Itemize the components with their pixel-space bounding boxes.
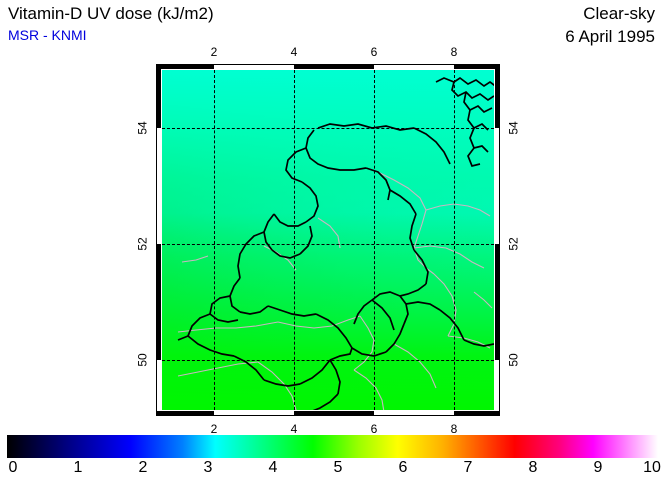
axis-tick-right-54: 54 xyxy=(506,121,521,135)
axis-tick-bottom-4: 4 xyxy=(290,422,298,436)
gridline-lat-50 xyxy=(162,360,494,361)
axis-tick-left-50: 50 xyxy=(135,353,150,367)
page-subtitle: MSR - KNMI xyxy=(8,27,87,43)
colorbar-tick-5: 5 xyxy=(333,459,343,476)
gridline-lat-54 xyxy=(162,128,494,129)
colorbar-tick-8: 8 xyxy=(528,459,538,476)
axis-tick-bottom-8: 8 xyxy=(450,422,458,436)
axis-tick-bottom-2: 2 xyxy=(210,422,218,436)
colorbar-tick-4: 4 xyxy=(268,459,278,476)
gridline-lon-8 xyxy=(454,70,455,410)
axis-tick-top-4: 4 xyxy=(290,45,298,59)
axis-tick-left-52: 52 xyxy=(135,237,150,251)
colorbar-tick-10: 10 xyxy=(643,459,661,476)
axis-tick-bottom-6: 6 xyxy=(370,422,378,436)
gridline-lon-2 xyxy=(214,70,215,410)
axis-tick-top-2: 2 xyxy=(210,45,218,59)
colorbar-tick-6: 6 xyxy=(398,459,408,476)
axis-tick-right-52: 52 xyxy=(506,237,521,251)
axis-band-bottom-2 xyxy=(294,411,374,416)
colorbar: 0 1 2 3 4 5 6 7 8 9 10 xyxy=(7,435,661,480)
colorbar-tick-1: 1 xyxy=(73,459,83,476)
axis-band-top-3 xyxy=(454,64,500,69)
gridline-lon-6 xyxy=(374,70,375,410)
axis-band-left-1 xyxy=(156,64,161,128)
axis-band-left-2 xyxy=(156,244,161,360)
axis-tick-right-50: 50 xyxy=(506,353,521,367)
uv-dose-field xyxy=(162,70,494,410)
colorbar-tick-3: 3 xyxy=(203,459,213,476)
page-title: Vitamin-D UV dose (kJ/m2) xyxy=(8,4,214,23)
colorbar-tick-2: 2 xyxy=(138,459,148,476)
internal-borders xyxy=(177,171,493,410)
axis-band-bottom-3 xyxy=(454,411,500,416)
axis-band-bottom-1 xyxy=(156,411,214,416)
gridline-lon-4 xyxy=(294,70,295,410)
sky-condition-label: Clear-sky xyxy=(583,4,655,23)
axis-band-right-2 xyxy=(495,244,500,360)
gridline-lat-52 xyxy=(162,244,494,245)
date-label: 6 April 1995 xyxy=(565,27,655,46)
map-panel: 2 4 6 8 2 4 6 8 54 52 50 54 52 50 xyxy=(136,45,521,436)
colorbar-gradient xyxy=(7,435,658,458)
axis-band-right-1 xyxy=(495,64,500,128)
axis-band-top-2 xyxy=(294,64,374,69)
colorbar-tick-7: 7 xyxy=(463,459,473,476)
axis-tick-left-54: 54 xyxy=(135,121,150,135)
axis-tick-top-6: 6 xyxy=(370,45,378,59)
axis-band-top-1 xyxy=(156,64,214,69)
axis-tick-top-8: 8 xyxy=(450,45,458,59)
colorbar-tick-9: 9 xyxy=(593,459,603,476)
colorbar-tick-0: 0 xyxy=(8,459,18,476)
